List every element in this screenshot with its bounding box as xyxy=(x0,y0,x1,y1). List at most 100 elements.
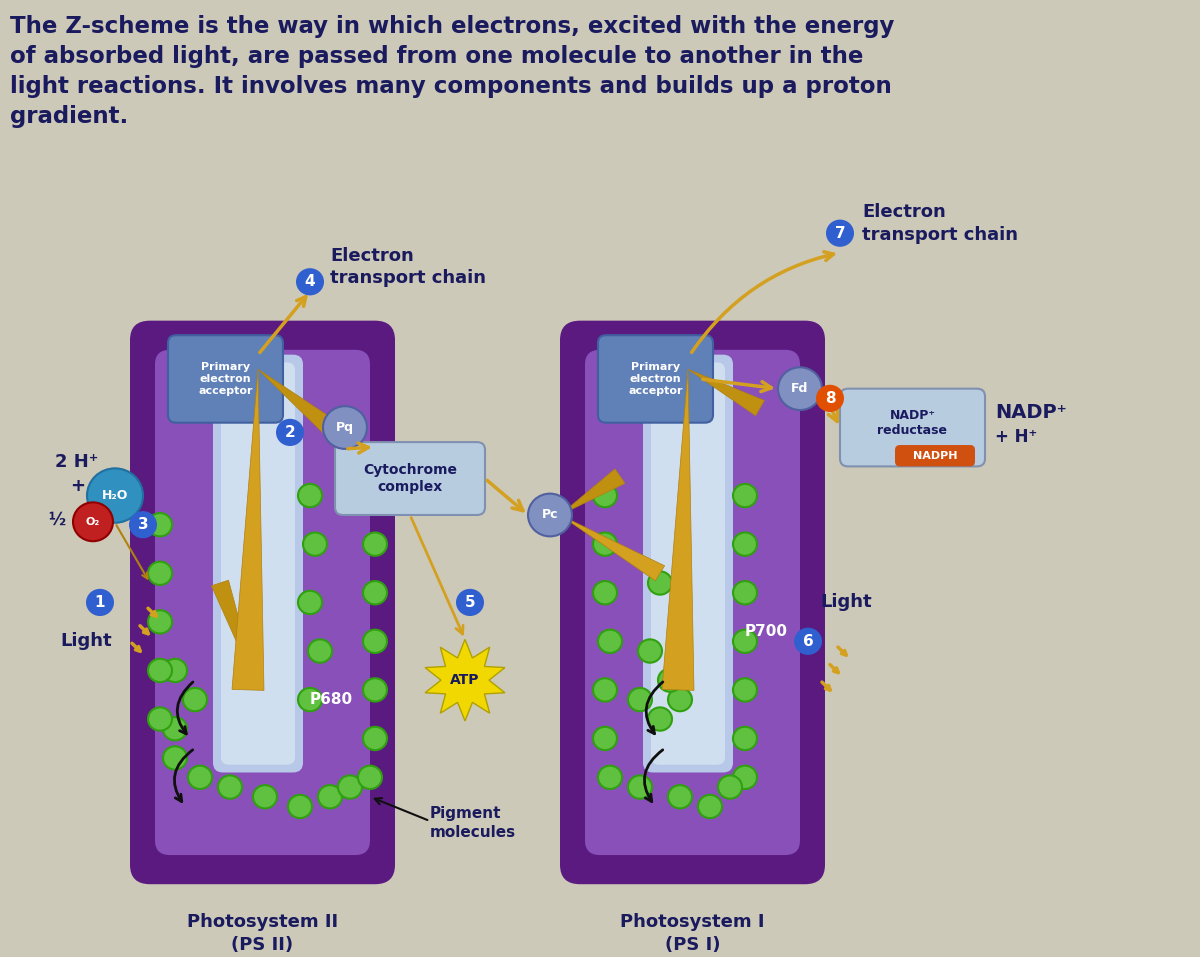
FancyBboxPatch shape xyxy=(155,350,370,855)
Text: 2 H⁺: 2 H⁺ xyxy=(55,453,98,471)
Circle shape xyxy=(718,775,742,799)
Circle shape xyxy=(253,785,277,809)
Circle shape xyxy=(358,766,382,789)
Circle shape xyxy=(298,688,322,711)
FancyBboxPatch shape xyxy=(560,321,826,884)
FancyBboxPatch shape xyxy=(598,335,713,423)
Text: Electron
transport chain: Electron transport chain xyxy=(862,204,1018,244)
Text: Pq: Pq xyxy=(336,421,354,434)
Circle shape xyxy=(86,589,114,616)
FancyBboxPatch shape xyxy=(335,442,485,515)
Polygon shape xyxy=(425,639,505,721)
Text: NADP⁺: NADP⁺ xyxy=(995,404,1067,422)
Text: 1: 1 xyxy=(95,595,106,610)
Circle shape xyxy=(794,628,822,655)
Text: + H⁺: + H⁺ xyxy=(995,428,1037,446)
Polygon shape xyxy=(211,580,258,690)
Circle shape xyxy=(302,532,326,556)
Text: 7: 7 xyxy=(835,226,845,241)
Text: NADPH: NADPH xyxy=(913,451,958,460)
Circle shape xyxy=(308,639,332,662)
Circle shape xyxy=(698,795,722,818)
Circle shape xyxy=(188,766,212,789)
Circle shape xyxy=(816,385,844,412)
Circle shape xyxy=(733,484,757,507)
Polygon shape xyxy=(560,515,665,581)
Circle shape xyxy=(338,775,362,799)
Circle shape xyxy=(130,511,157,538)
Circle shape xyxy=(296,268,324,296)
Circle shape xyxy=(733,581,757,605)
Text: Pc: Pc xyxy=(541,508,558,522)
Circle shape xyxy=(628,688,652,711)
Circle shape xyxy=(628,775,652,799)
Polygon shape xyxy=(662,369,694,690)
Circle shape xyxy=(593,726,617,750)
Text: Pigment
molecules: Pigment molecules xyxy=(430,807,516,840)
Polygon shape xyxy=(560,469,625,515)
FancyBboxPatch shape xyxy=(130,321,395,884)
Circle shape xyxy=(648,571,672,594)
Polygon shape xyxy=(232,369,264,690)
Circle shape xyxy=(182,688,208,711)
Text: 2: 2 xyxy=(284,425,295,440)
Text: 6: 6 xyxy=(803,634,814,649)
Text: O₂: O₂ xyxy=(86,517,100,526)
Circle shape xyxy=(668,688,692,711)
FancyBboxPatch shape xyxy=(214,355,302,772)
Circle shape xyxy=(298,590,322,614)
Circle shape xyxy=(148,562,172,585)
Circle shape xyxy=(593,581,617,605)
Circle shape xyxy=(778,367,822,410)
FancyBboxPatch shape xyxy=(643,355,733,772)
FancyBboxPatch shape xyxy=(221,363,295,765)
Circle shape xyxy=(598,766,622,789)
Text: P680: P680 xyxy=(310,692,353,707)
Circle shape xyxy=(528,494,572,536)
Circle shape xyxy=(163,717,187,741)
Circle shape xyxy=(668,785,692,809)
Circle shape xyxy=(73,502,113,542)
Text: Light: Light xyxy=(60,633,112,651)
Circle shape xyxy=(364,532,386,556)
Text: Primary
electron
acceptor: Primary electron acceptor xyxy=(198,362,253,396)
Circle shape xyxy=(658,669,682,692)
Circle shape xyxy=(733,679,757,701)
Text: Cytochrome
complex: Cytochrome complex xyxy=(364,463,457,494)
Circle shape xyxy=(593,484,617,507)
Circle shape xyxy=(148,611,172,634)
Circle shape xyxy=(456,589,484,616)
Circle shape xyxy=(638,639,662,662)
Circle shape xyxy=(364,581,386,605)
Text: P700: P700 xyxy=(745,624,788,639)
FancyBboxPatch shape xyxy=(586,350,800,855)
Circle shape xyxy=(364,630,386,653)
Circle shape xyxy=(298,484,322,507)
FancyBboxPatch shape xyxy=(650,363,725,765)
Text: 5: 5 xyxy=(464,595,475,610)
Text: 8: 8 xyxy=(824,390,835,406)
Polygon shape xyxy=(258,369,336,434)
Text: +: + xyxy=(70,477,85,495)
Text: H₂O: H₂O xyxy=(102,489,128,502)
Text: Photosystem II
(PS II): Photosystem II (PS II) xyxy=(187,913,338,953)
Circle shape xyxy=(733,630,757,653)
Text: Primary
electron
acceptor: Primary electron acceptor xyxy=(629,362,683,396)
FancyBboxPatch shape xyxy=(168,335,283,423)
Circle shape xyxy=(826,219,854,247)
Circle shape xyxy=(733,532,757,556)
Circle shape xyxy=(163,658,187,682)
Circle shape xyxy=(733,766,757,789)
Text: The Z-scheme is the way in which electrons, excited with the energy
of absorbed : The Z-scheme is the way in which electro… xyxy=(10,14,894,128)
Circle shape xyxy=(276,419,304,446)
Circle shape xyxy=(364,726,386,750)
Text: ½: ½ xyxy=(48,511,65,529)
Text: Electron
transport chain: Electron transport chain xyxy=(330,247,486,287)
Circle shape xyxy=(648,707,672,731)
Text: Photosystem I
(PS I): Photosystem I (PS I) xyxy=(620,913,764,953)
Circle shape xyxy=(364,484,386,507)
Circle shape xyxy=(323,406,367,449)
Circle shape xyxy=(593,532,617,556)
Circle shape xyxy=(148,658,172,682)
Circle shape xyxy=(148,513,172,536)
